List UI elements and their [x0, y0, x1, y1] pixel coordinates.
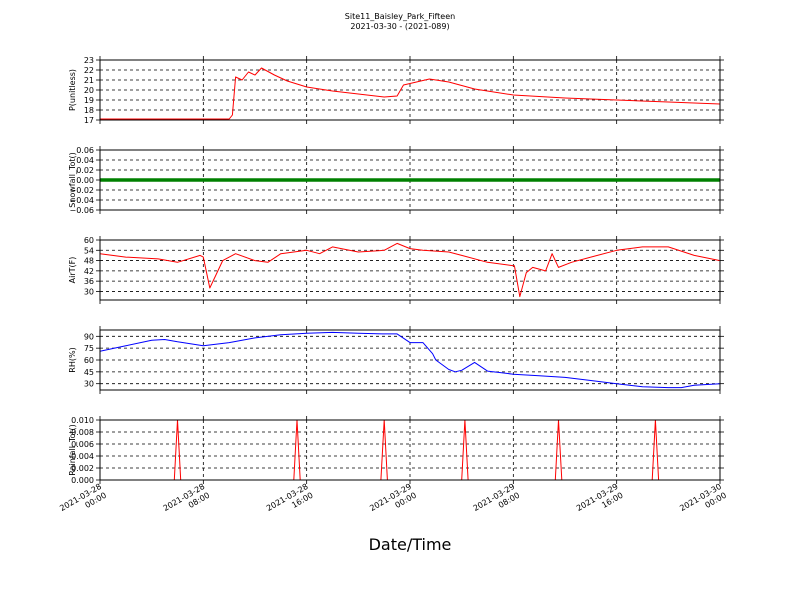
chart-title-line2: 2021-03-30 - (2021-089)	[350, 22, 449, 31]
y-tick-label: 48	[84, 257, 94, 266]
x-tick-label: 2021-03-2808:00	[162, 482, 212, 522]
y-axis-label-3: AirT(F)	[68, 257, 77, 284]
x-tick-label: 2021-03-2908:00	[472, 482, 522, 522]
panel-frame	[99, 419, 721, 481]
y-tick-label: 19	[84, 96, 94, 105]
series-line-4	[99, 331, 721, 389]
y-tick-label: 0.04	[76, 156, 94, 165]
panel-frame	[99, 239, 721, 301]
y-tick-label: 0.00	[76, 176, 94, 185]
y-tick-label: 20	[84, 86, 94, 95]
panel-frame	[99, 329, 721, 391]
y-tick-label: 0.010	[71, 416, 94, 425]
y-tick-label: 45	[84, 368, 94, 377]
y-tick-label: 54	[84, 246, 94, 255]
series-line-3	[99, 242, 721, 298]
y-tick-label: −0.04	[69, 196, 94, 205]
x-tick-label: 2021-03-2816:00	[265, 482, 315, 522]
y-tick-label: 60	[84, 236, 94, 245]
x-tick-label: 2021-03-2900:00	[368, 482, 418, 522]
y-tick-label: 21	[84, 76, 94, 85]
series-line-1	[100, 67, 721, 120]
y-tick-label: 0.000	[71, 476, 94, 485]
y-tick-label: 0.06	[76, 146, 94, 155]
y-axis-label-2: Snowfall_Tot()	[68, 152, 77, 208]
panel-frame	[99, 59, 721, 121]
y-tick-label: 0.02	[76, 166, 94, 175]
y-axis-label-5: Rainfall_Tot()	[68, 424, 77, 476]
x-tick-label: 2021-03-2800:00	[58, 482, 108, 522]
x-tick-label: 2021-03-2916:00	[575, 482, 625, 522]
x-axis-label: Date/Time	[369, 535, 452, 554]
y-tick-label: 75	[84, 344, 94, 353]
y-tick-label: 17	[84, 116, 94, 125]
y-tick-label: 36	[84, 277, 94, 286]
y-tick-label: 30	[84, 287, 94, 296]
y-tick-label: −0.06	[69, 206, 94, 215]
x-tick-labels: 2021-03-2800:00 2021-03-2808:00 2021-03-28…	[58, 482, 728, 522]
y-axis-label-4: RH(%)	[68, 347, 77, 372]
y-tick-label: 90	[84, 332, 94, 341]
panel-4: 30 45 60 75 90 RH(%)	[68, 326, 724, 394]
y-tick-label: 0.008	[71, 428, 94, 437]
y-tick-label: 0.004	[71, 452, 94, 461]
panel-5: 0.000 0.002 0.004 0.006 0.008 0.010Rainfall_T…	[68, 416, 724, 485]
y-tick-label: 30	[84, 380, 94, 389]
x-tick-label: 2021-03-3000:00	[678, 482, 728, 522]
y-tick-label: 18	[84, 106, 94, 115]
y-tick-label: 23	[84, 56, 94, 65]
y-axis-label-1: P(unitless)	[68, 69, 77, 111]
y-tick-label: −0.02	[69, 186, 94, 195]
chart-title-line1: Site11_Baisley_Park_Fifteen	[345, 12, 455, 21]
y-tick-label: 0.002	[71, 464, 94, 473]
y-tick-label: 22	[84, 66, 94, 75]
y-tick-label: 42	[84, 267, 94, 276]
y-tick-label: 60	[84, 356, 94, 365]
panel-2: −0.06−0.04−0.020.000.020.040.06Snowfall_…	[68, 146, 724, 215]
panel-frame	[99, 149, 721, 211]
y-tick-label: 0.006	[71, 440, 94, 449]
